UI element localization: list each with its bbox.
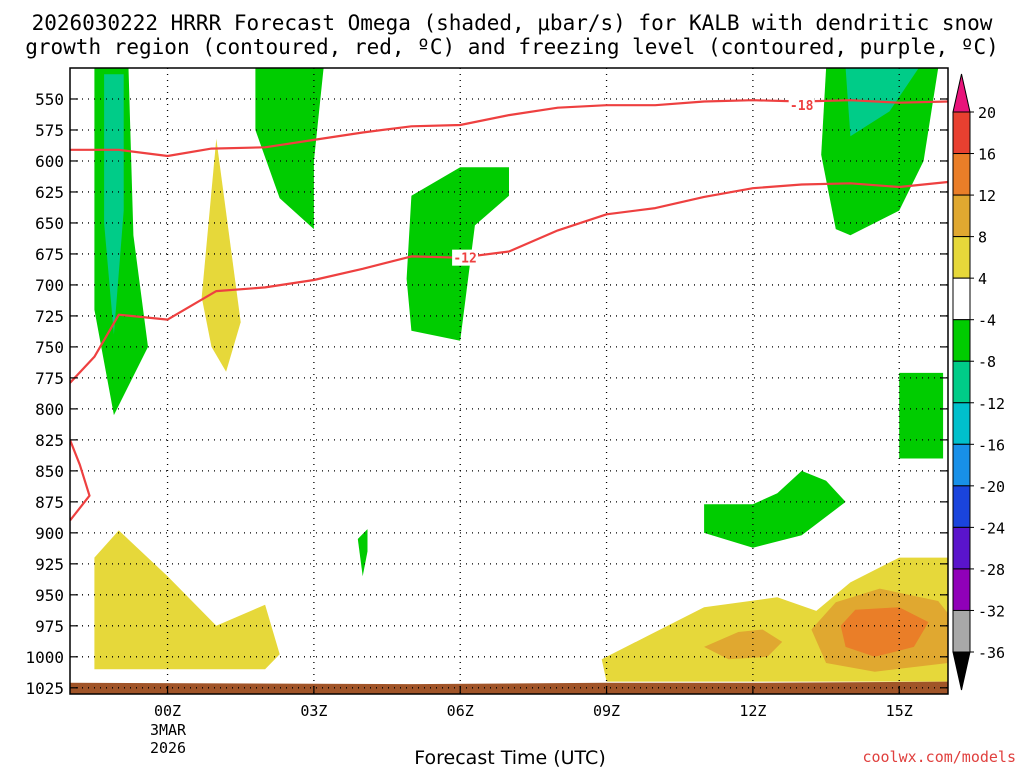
colorbar-box — [952, 236, 971, 279]
y-tick-label: 1000 — [25, 648, 64, 667]
x-tick-label: 00Z — [154, 702, 181, 720]
contour-label-bg — [452, 249, 479, 266]
colorbar-box — [952, 153, 971, 196]
y-tick-label: 850 — [35, 462, 64, 481]
colorbar-tick-label: 16 — [978, 146, 996, 164]
omega-region-12 — [704, 629, 783, 660]
omega-region-9 — [201, 138, 241, 372]
contour-label-bg — [788, 97, 815, 114]
colorbar-box — [952, 111, 971, 155]
date-label-year: 2026 — [150, 739, 186, 757]
colorbar-tick-label: -16 — [978, 436, 1005, 454]
y-tick-label: 925 — [35, 555, 64, 574]
omega-region-2 — [255, 68, 324, 230]
colorbar-box — [952, 277, 971, 321]
omega-region-1 — [104, 74, 124, 335]
y-tick-label: 825 — [35, 431, 64, 450]
colorbar-tick-label: -28 — [978, 561, 1005, 579]
omega-region-7 — [357, 529, 368, 577]
colorbar-box — [952, 568, 971, 611]
y-tick-label: 750 — [35, 338, 64, 357]
y-tick-label: 875 — [35, 493, 64, 512]
colorbar-tick-label: -24 — [978, 519, 1005, 537]
colorbar-box — [952, 443, 971, 487]
y-tick-label: 600 — [35, 152, 64, 171]
y-tick-label: 550 — [35, 90, 64, 109]
x-tick-label: 12Z — [739, 702, 766, 720]
x-axis-title: Forecast Time (UTC) — [414, 747, 605, 768]
colorbar-box — [952, 609, 971, 653]
omega-shading — [70, 68, 948, 694]
date-label-day: 3MAR — [150, 721, 187, 739]
y-axis: 550 575 600 625 650 675 700 725 750 775 800 825 850 8… — [25, 90, 948, 698]
x-tick-label: 06Z — [447, 702, 474, 720]
y-tick-label: 800 — [35, 400, 64, 419]
chart-title-line1: 2026030222 HRRR Forecast Omega (shaded, … — [32, 11, 993, 35]
colorbar-box — [952, 402, 971, 445]
y-tick-label: 900 — [35, 524, 64, 543]
x-tick-label: 03Z — [300, 702, 327, 720]
omega-region-8 — [704, 470, 846, 548]
dendritic-contour-1 — [70, 180, 948, 384]
y-tick-label: 725 — [35, 307, 64, 326]
colorbar-tick-label: 4 — [978, 270, 987, 288]
y-tick-label: 950 — [35, 586, 64, 605]
colorbar-tick-label: 12 — [978, 187, 996, 205]
colorbar-tick-label: -4 — [978, 312, 996, 330]
colorbar-tick-label: -36 — [978, 644, 1005, 662]
colorbar-box — [952, 526, 971, 570]
contour-label: -12 — [453, 252, 476, 267]
colorbar-bottom-arrow — [952, 651, 971, 691]
credit-link[interactable]: coolwx.com/models — [862, 748, 1016, 766]
colorbar-box — [952, 485, 971, 528]
colorbar-box — [952, 360, 971, 404]
grid-lines — [70, 68, 948, 694]
dendritic-contour-2 — [70, 439, 91, 522]
contour-label: -18 — [790, 99, 814, 114]
y-tick-label: 775 — [35, 369, 64, 388]
colorbar-tick-label: 8 — [978, 229, 987, 247]
y-tick-label: 675 — [35, 245, 64, 264]
x-tick-label: 15Z — [886, 702, 913, 720]
colorbar-tick-label: 20 — [978, 104, 996, 122]
plot-frame — [69, 67, 949, 695]
omega-region-14 — [840, 607, 929, 657]
y-tick-label: 975 — [35, 617, 64, 636]
y-tick-label: 625 — [35, 183, 64, 202]
omega-region-6 — [899, 372, 944, 459]
colorbar-top-arrow — [952, 73, 971, 113]
colorbar-box — [952, 319, 971, 362]
x-tick-label: 09Z — [593, 702, 620, 720]
dendritic-contours: -18 -12 — [70, 97, 948, 522]
dendritic-contour-0 — [70, 99, 948, 158]
colorbar-tick-label: -8 — [978, 353, 996, 371]
chart-title-line2: growth region (contoured, red, ºC) and f… — [25, 35, 999, 59]
y-tick-label: 1025 — [25, 679, 64, 698]
y-tick-label: 700 — [35, 276, 64, 295]
y-tick-label: 650 — [35, 214, 64, 233]
y-tick-label: 575 — [35, 121, 64, 140]
colorbar: 20 16 12 8 4 -4 -8 -12 -16 -20 -24 -28 -32 -36 — [952, 73, 1005, 691]
colorbar-tick-label: -32 — [978, 602, 1005, 620]
colorbar-box — [952, 194, 971, 238]
omega-region-10 — [94, 530, 280, 670]
colorbar-tick-label: -20 — [978, 478, 1005, 496]
x-axis: 00Z 03Z 06Z 09Z 12Z 15Z — [154, 686, 913, 720]
colorbar-tick-label: -12 — [978, 395, 1005, 413]
